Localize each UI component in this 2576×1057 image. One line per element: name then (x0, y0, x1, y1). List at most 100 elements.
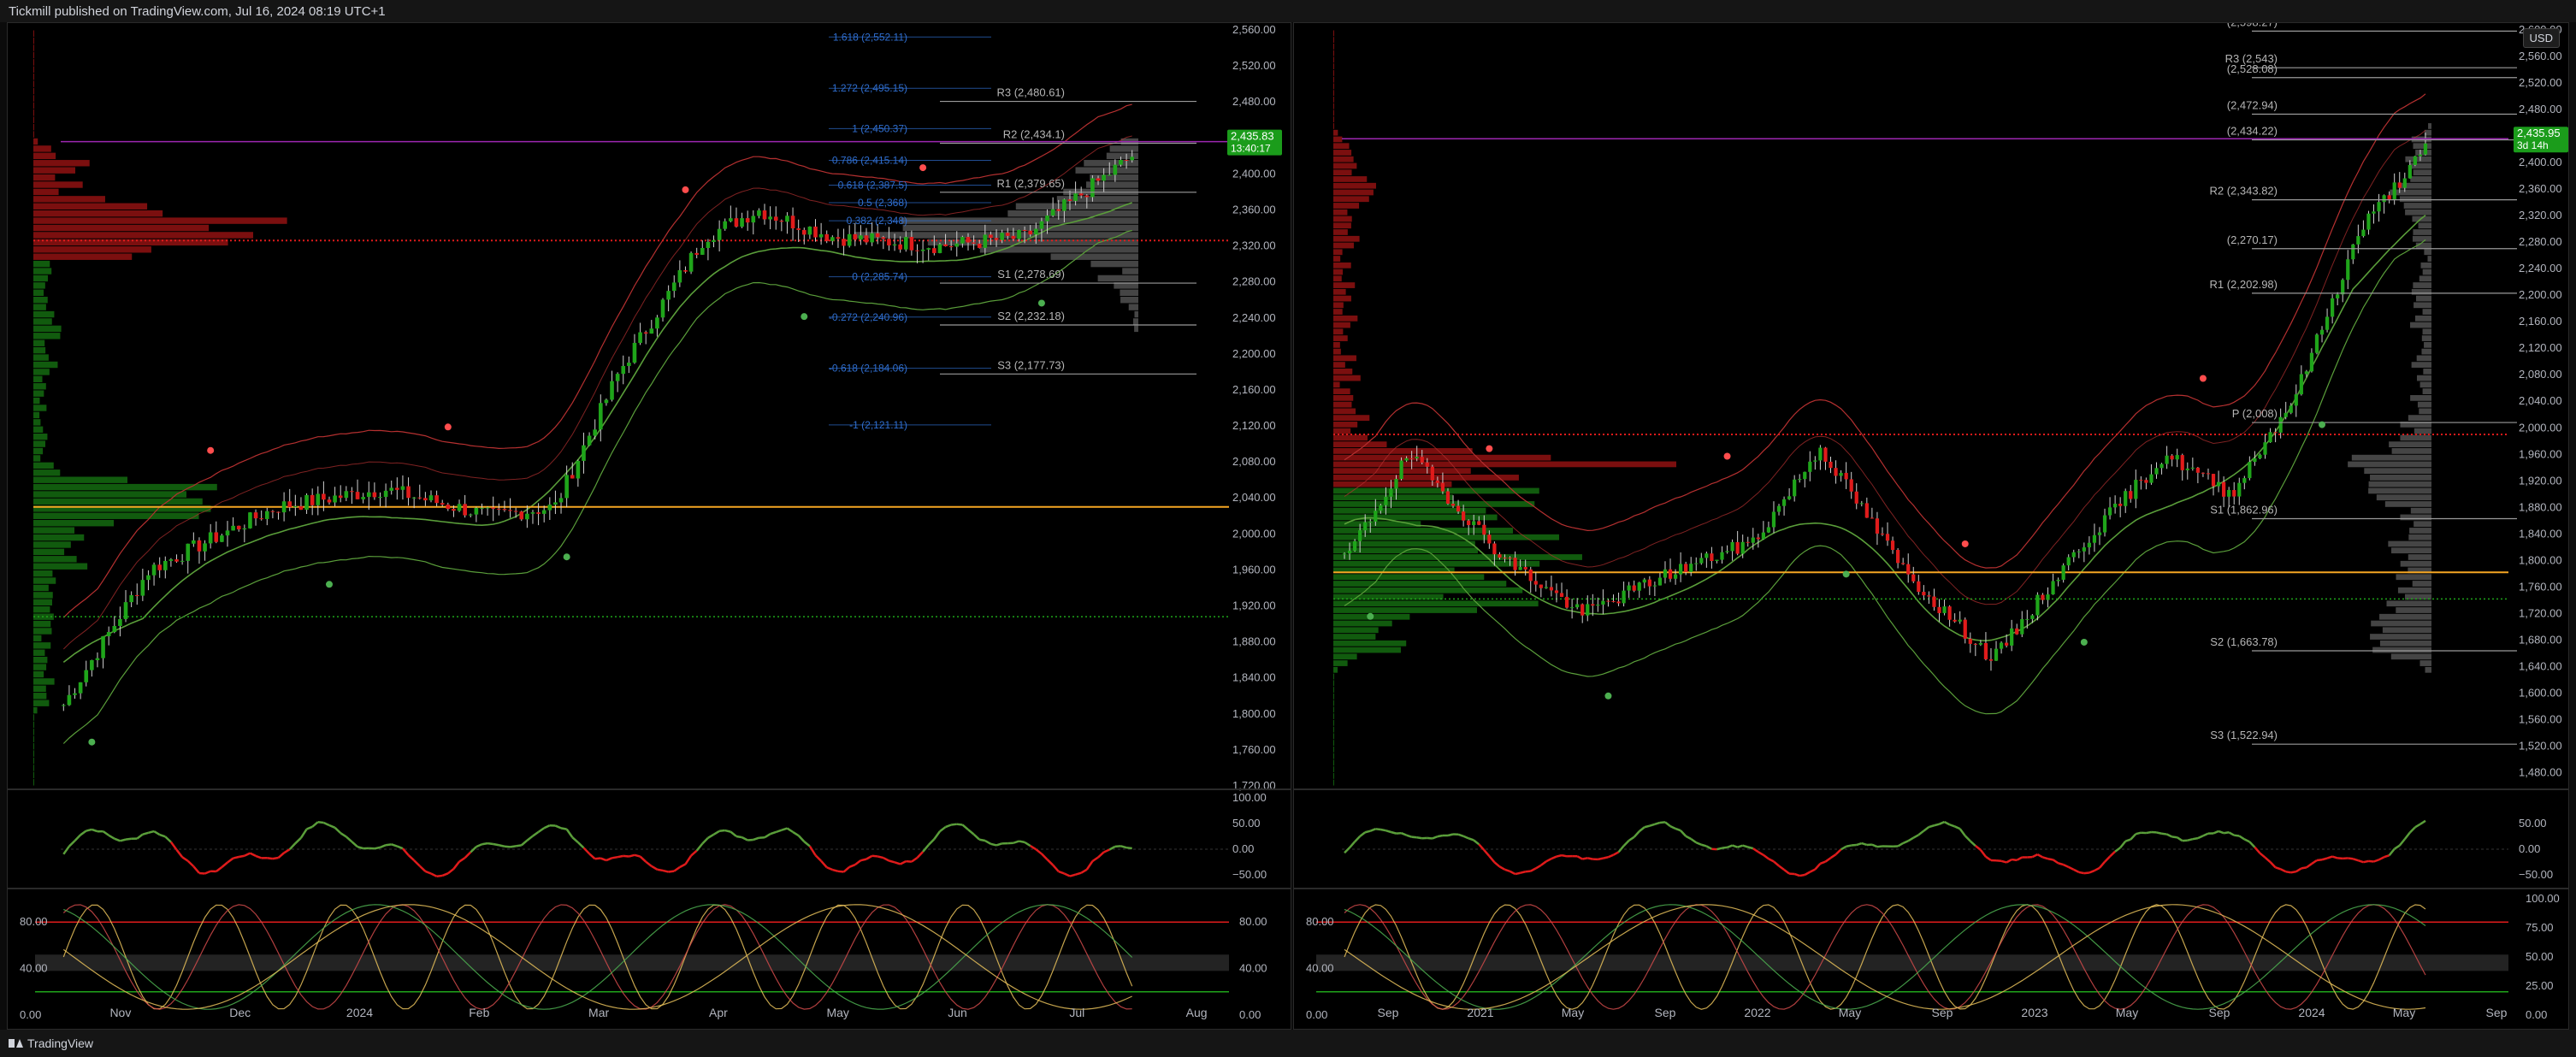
rsi-segment (1804, 871, 1811, 877)
volume-bar (1333, 521, 1421, 528)
time-tick-label: May (1839, 1006, 1861, 1019)
rsi-segment (2006, 858, 2012, 864)
candle-body (1616, 601, 1621, 604)
signal-dot (1367, 612, 1374, 620)
candle-body (553, 502, 558, 505)
volume-bar (33, 346, 46, 354)
volume-bar (1333, 37, 1334, 44)
candle-body (1606, 600, 1610, 602)
right-chart-panel[interactable]: (2,598.27) R3 (2,543)(2,528.08) (2,472.94)… (1293, 15, 2569, 1030)
rsi-segment (1473, 839, 1480, 846)
volume-bar (33, 210, 163, 217)
candle-body (1890, 540, 1895, 551)
rsi-segment (2264, 856, 2272, 863)
candle-body (508, 510, 512, 511)
volume-bar (2403, 203, 2431, 209)
candle-body (480, 507, 484, 509)
rsi-segment (1019, 840, 1025, 844)
rsi-segment (1939, 820, 1946, 825)
volume-bar (1333, 269, 1344, 275)
candle-body (2372, 211, 2376, 214)
candle-body (847, 233, 852, 246)
volume-bar (33, 297, 48, 304)
rsi-segment (2357, 859, 2364, 864)
rsi-segment (153, 830, 161, 836)
rsi-segment (1385, 829, 1391, 834)
rsi-tick-label: 50.00 (2519, 817, 2547, 830)
tradingview-logo[interactable]: TradingView (9, 1036, 93, 1050)
time-tick-label: May (826, 1006, 848, 1019)
pivot-label: R1 (2,379.65) (997, 177, 1066, 190)
candle-body (2025, 618, 2029, 620)
stoch-right-tick: 75.00 (2526, 921, 2554, 934)
left-chart-panel[interactable]: R3 (2,480.61) R2 (2,434.1) R1 (2,379.65) S1… (7, 22, 1291, 1030)
rsi-segment (1069, 873, 1076, 877)
price-tick-label: 1,600.00 (2519, 686, 2562, 699)
candle-body (1958, 619, 1962, 622)
candle-body (1834, 468, 1838, 476)
left-chart-svg[interactable]: R3 (2,480.61) R2 (2,434.1) R1 (2,379.65) S1… (8, 23, 1291, 1029)
volume-bar (2417, 401, 2431, 408)
volume-bar (1015, 203, 1138, 210)
candle-body (1482, 524, 1486, 535)
right-chart-svg[interactable]: (2,598.27) R3 (2,543)(2,528.08) (2,472.94)… (1294, 15, 2568, 1029)
candle-body (1818, 447, 1823, 461)
candle-body (1559, 593, 1564, 597)
candle-body (898, 244, 902, 250)
price-tick-label: 2,160.00 (1232, 383, 1276, 396)
volume-bar (1333, 554, 1582, 560)
candle-body (1564, 596, 1569, 608)
rsi-segment (306, 825, 313, 830)
rsi-segment (1664, 821, 1671, 828)
volume-bar (1333, 746, 1334, 753)
volume-bar (2370, 475, 2431, 481)
rsi-segment (244, 852, 251, 857)
time-tick-label: 2021 (1467, 1006, 1493, 1019)
volume-bar (1333, 381, 1340, 388)
volume-bar (1333, 309, 1343, 315)
candle-body (236, 525, 241, 530)
rsi-segment (1732, 844, 1739, 848)
rsi-segment (951, 823, 957, 826)
volume-bar (1134, 325, 1138, 333)
price-axis: 2,560.002,520.002,480.002,440.002,400.00… (1232, 23, 1276, 792)
volume-bar (2399, 196, 2431, 203)
volume-bar (33, 419, 41, 426)
price-tick-label: 2,000.00 (2519, 421, 2562, 434)
volume-bar (1333, 687, 1334, 693)
candle-body (768, 216, 772, 220)
price-tick-label: 1,680.00 (2519, 633, 2562, 646)
candle-body (1342, 553, 1347, 555)
candle-body (2366, 213, 2371, 230)
rsi-segment (871, 854, 878, 858)
rsi-segment (1058, 870, 1065, 875)
rsi-segment (2000, 859, 2007, 864)
stoch-neutral-band (35, 954, 1229, 971)
volume-bar (1333, 620, 1392, 627)
price-tick-label: 2,560.00 (2519, 50, 2562, 62)
rsi-segment (277, 852, 285, 859)
pivot-label: S2 (1,663.78) (2210, 635, 2278, 648)
candle-body (485, 507, 490, 509)
volume-bar (1333, 222, 1351, 229)
pivot-label: (2,598.27) (2227, 23, 2278, 28)
volume-bar (2390, 653, 2431, 660)
volume-bar (902, 224, 1138, 232)
candle-body (361, 497, 365, 499)
stoch-left-tick: 80.00 (20, 915, 48, 928)
volume-bar (1333, 235, 1360, 242)
rsi-segment (1035, 848, 1043, 855)
candle-body (2020, 619, 2024, 635)
rsi-segment (554, 824, 562, 830)
candle-body (208, 532, 213, 544)
stoch-right-tick: 0.00 (2526, 1008, 2547, 1021)
volume-bar (2379, 613, 2431, 620)
volume-bar (1333, 534, 1560, 540)
pivot-label: R2 (2,434.1) (1003, 127, 1065, 140)
rsi-segment (695, 842, 704, 852)
rsi-segment (1690, 837, 1697, 844)
candle-body (1756, 537, 1760, 540)
currency-button[interactable]: USD (2522, 28, 2560, 48)
publish-header: Tickmill published on TradingView.com, J… (0, 0, 2576, 22)
candle-body (593, 429, 598, 436)
